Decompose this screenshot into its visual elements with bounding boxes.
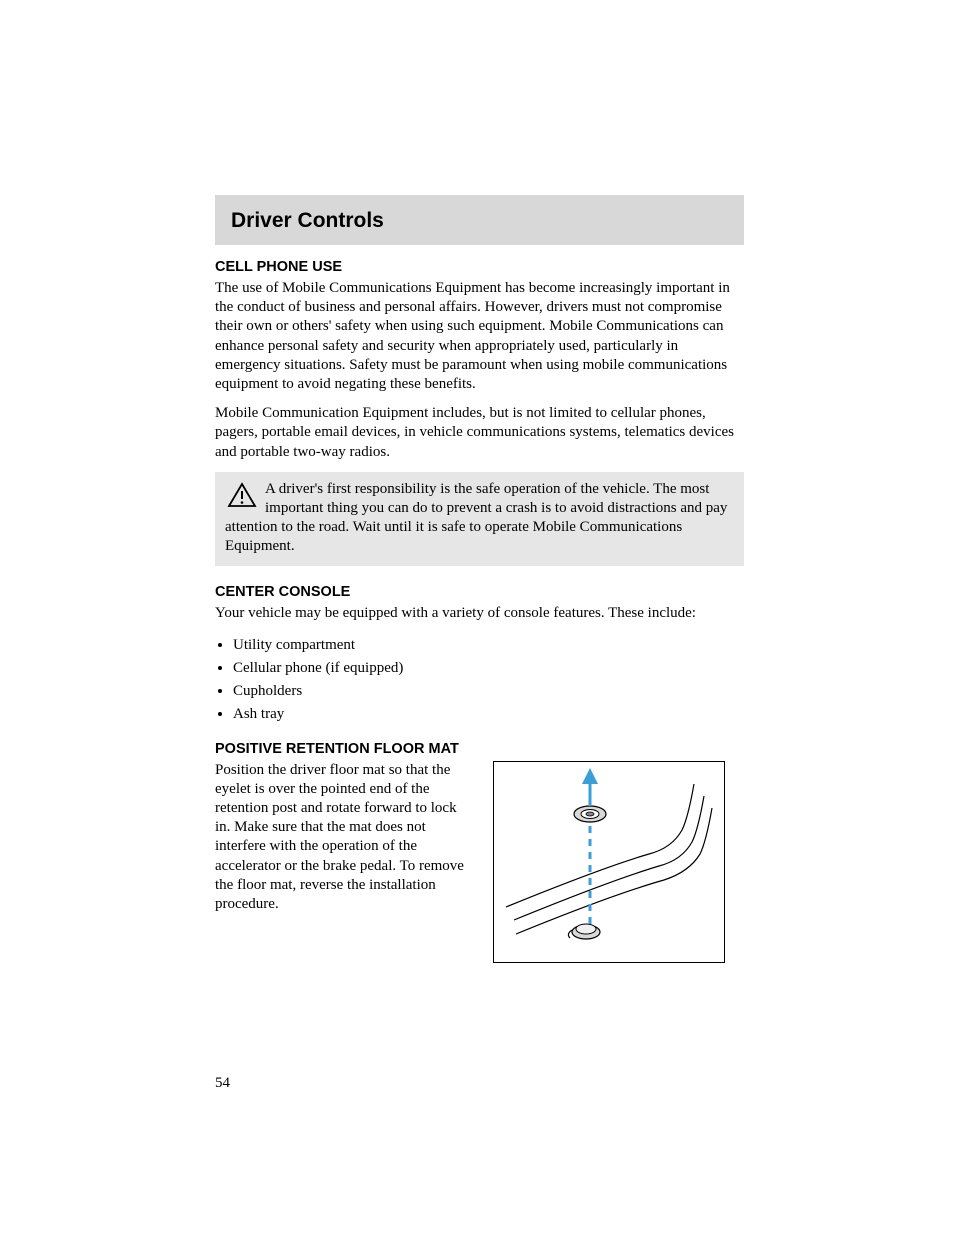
warning-text: A driver's first responsibility is the s… [225,481,727,555]
section-heading-cell-phone: CELL PHONE USE [215,259,744,275]
warning-callout: A driver's first responsibility is the s… [215,472,744,567]
floor-mat-row: Position the driver floor mat so that th… [215,761,744,963]
cell-phone-paragraph-2: Mobile Communication Equipment includes,… [215,404,744,462]
floor-mat-diagram [493,761,725,963]
list-item: Ash tray [233,703,744,726]
chapter-title-bar: Driver Controls [215,195,744,245]
floor-mat-paragraph: Position the driver floor mat so that th… [215,761,475,915]
list-item: Cellular phone (if equipped) [233,657,744,680]
page-number: 54 [215,1075,230,1092]
warning-triangle-icon [227,482,257,514]
chapter-title: Driver Controls [231,209,728,233]
center-console-intro: Your vehicle may be equipped with a vari… [215,604,744,623]
center-console-feature-list: Utility compartment Cellular phone (if e… [215,634,744,727]
page-content: Driver Controls CELL PHONE USE The use o… [0,0,954,963]
cell-phone-paragraph-1: The use of Mobile Communications Equipme… [215,279,744,394]
section-heading-floor-mat: POSITIVE RETENTION FLOOR MAT [215,741,744,757]
list-item: Cupholders [233,680,744,703]
list-item: Utility compartment [233,634,744,657]
section-heading-center-console: CENTER CONSOLE [215,584,744,600]
